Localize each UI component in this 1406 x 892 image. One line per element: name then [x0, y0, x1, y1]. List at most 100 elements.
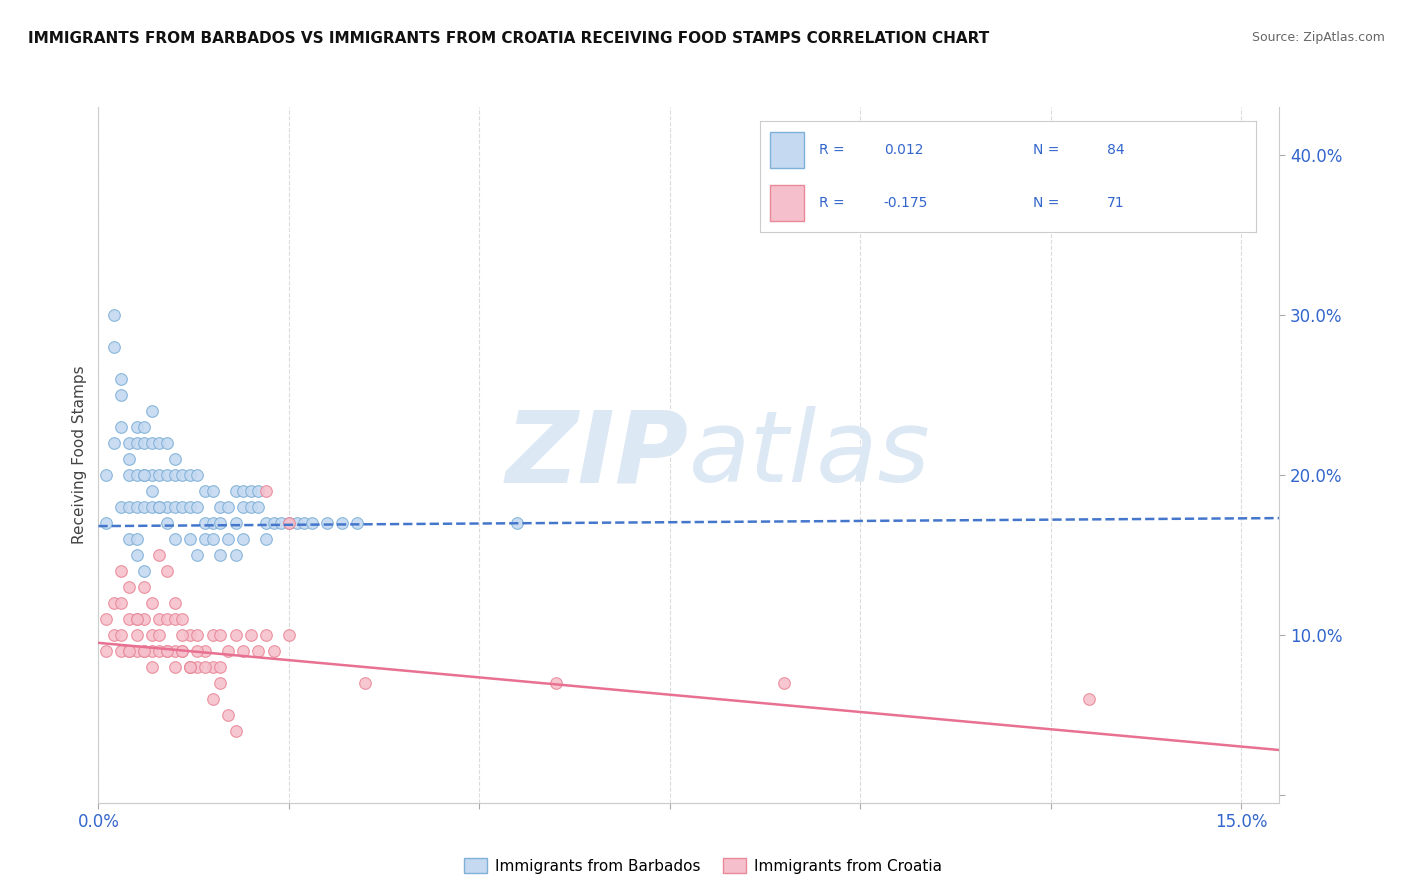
- Point: [141, 500, 163, 514]
- Point: [1078, 691, 1101, 706]
- Point: [247, 483, 270, 498]
- Point: [125, 628, 148, 642]
- Point: [141, 436, 163, 450]
- Point: [201, 691, 224, 706]
- Point: [148, 500, 170, 514]
- Point: [263, 644, 285, 658]
- Point: [125, 612, 148, 626]
- Point: [118, 644, 141, 658]
- Point: [225, 483, 247, 498]
- Point: [110, 388, 132, 402]
- Point: [209, 628, 232, 642]
- Point: [225, 548, 247, 562]
- Point: [773, 676, 796, 690]
- Point: [110, 564, 132, 578]
- Point: [125, 500, 148, 514]
- Point: [148, 644, 170, 658]
- Point: [194, 644, 217, 658]
- Point: [103, 340, 125, 354]
- Point: [156, 612, 179, 626]
- Point: [232, 500, 254, 514]
- Point: [118, 612, 141, 626]
- Legend: Immigrants from Barbados, Immigrants from Croatia: Immigrants from Barbados, Immigrants fro…: [458, 852, 948, 880]
- Point: [141, 660, 163, 674]
- Point: [186, 660, 208, 674]
- Point: [179, 660, 201, 674]
- Point: [209, 500, 232, 514]
- Point: [172, 644, 194, 658]
- Point: [201, 483, 224, 498]
- Point: [134, 467, 156, 482]
- Point: [103, 436, 125, 450]
- Point: [225, 516, 247, 530]
- Point: [239, 500, 262, 514]
- Point: [217, 707, 239, 722]
- Point: [247, 644, 270, 658]
- Point: [125, 420, 148, 434]
- Point: [186, 467, 208, 482]
- Point: [156, 516, 179, 530]
- Point: [209, 516, 232, 530]
- Point: [118, 532, 141, 546]
- Point: [346, 516, 368, 530]
- Point: [103, 596, 125, 610]
- Point: [163, 612, 186, 626]
- Point: [148, 628, 170, 642]
- Text: atlas: atlas: [689, 407, 931, 503]
- Point: [103, 308, 125, 322]
- Point: [163, 660, 186, 674]
- Point: [263, 516, 285, 530]
- Point: [179, 500, 201, 514]
- Point: [141, 404, 163, 418]
- Point: [156, 644, 179, 658]
- Point: [118, 467, 141, 482]
- Point: [134, 420, 156, 434]
- Point: [156, 644, 179, 658]
- Point: [134, 436, 156, 450]
- Point: [172, 612, 194, 626]
- Point: [110, 644, 132, 658]
- Point: [134, 580, 156, 594]
- Point: [225, 723, 247, 738]
- Point: [110, 628, 132, 642]
- Point: [110, 596, 132, 610]
- Point: [277, 516, 299, 530]
- Point: [179, 660, 201, 674]
- Point: [254, 516, 277, 530]
- Point: [110, 372, 132, 386]
- Point: [110, 500, 132, 514]
- Point: [134, 644, 156, 658]
- Point: [232, 483, 254, 498]
- Point: [118, 500, 141, 514]
- Text: IMMIGRANTS FROM BARBADOS VS IMMIGRANTS FROM CROATIA RECEIVING FOOD STAMPS CORREL: IMMIGRANTS FROM BARBADOS VS IMMIGRANTS F…: [28, 31, 990, 46]
- Point: [103, 628, 125, 642]
- Point: [201, 516, 224, 530]
- Point: [141, 483, 163, 498]
- Point: [239, 628, 262, 642]
- Point: [172, 500, 194, 514]
- Point: [254, 483, 277, 498]
- Point: [94, 467, 117, 482]
- Point: [209, 548, 232, 562]
- Point: [301, 516, 323, 530]
- Point: [186, 500, 208, 514]
- Point: [247, 500, 270, 514]
- Point: [217, 500, 239, 514]
- Point: [141, 467, 163, 482]
- Point: [506, 516, 529, 530]
- Point: [125, 436, 148, 450]
- Point: [217, 532, 239, 546]
- Point: [118, 644, 141, 658]
- Point: [201, 660, 224, 674]
- Point: [156, 500, 179, 514]
- Point: [292, 516, 315, 530]
- Point: [179, 467, 201, 482]
- Point: [194, 532, 217, 546]
- Point: [194, 516, 217, 530]
- Point: [118, 580, 141, 594]
- Point: [156, 564, 179, 578]
- Point: [94, 644, 117, 658]
- Point: [148, 500, 170, 514]
- Text: Source: ZipAtlas.com: Source: ZipAtlas.com: [1251, 31, 1385, 45]
- Point: [285, 516, 308, 530]
